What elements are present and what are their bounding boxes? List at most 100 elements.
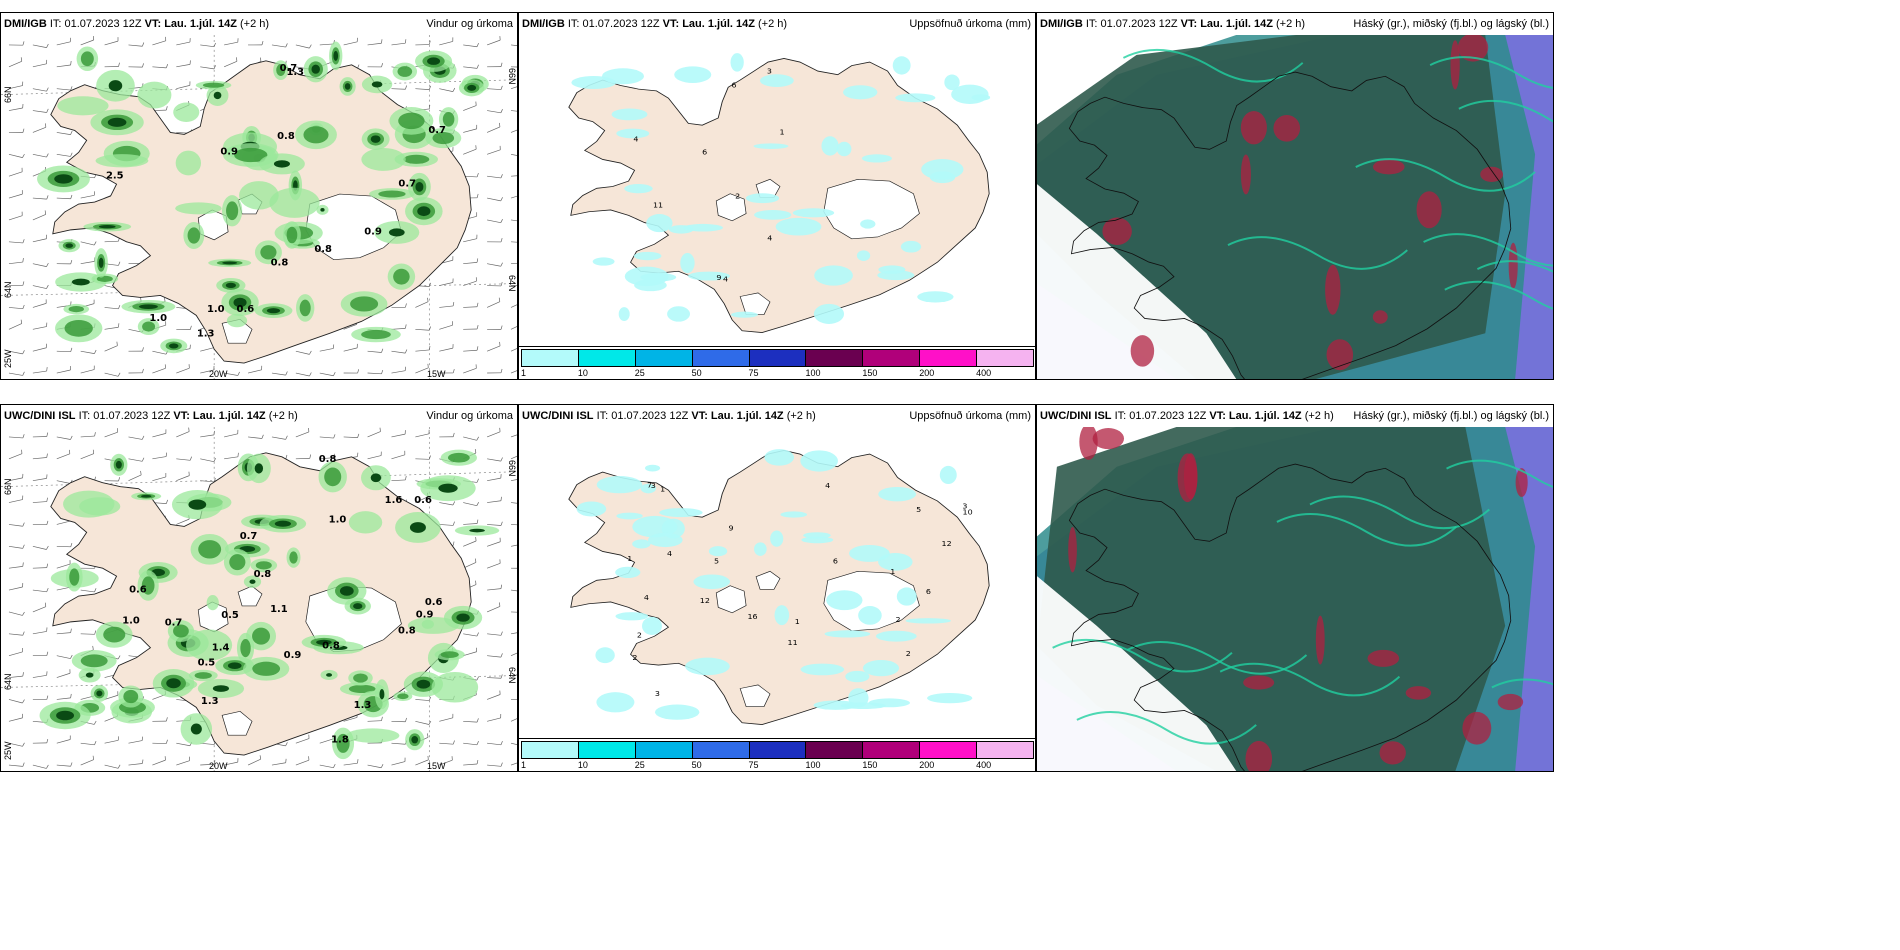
accum-value-label: 3 [767,67,772,76]
precip-value-label: 0.8 [254,569,272,580]
accum-value-label: 4 [723,275,728,284]
lead-time: (+2 h) [786,410,816,422]
map-cloud-cover [1037,35,1553,379]
panel-header: UWC/DINI ISL IT: 01.07.2023 12Z VT: Lau.… [1,405,517,427]
glacier [739,684,771,707]
lat-label-64n-right: 64N [507,275,517,292]
mid-cloud-patch [1240,110,1267,145]
panel-title: Háský (gr.), miðský (fj.bl.) og lágský (… [1353,18,1549,30]
lead-time: (+2 h) [240,18,270,30]
panel-dmi-accum: DMI/IGB IT: 01.07.2023 12Z VT: Lau. 1.jú… [518,12,1036,380]
lead-time: (+2 h) [268,410,298,422]
accum-value-label: 10 [963,508,973,517]
mid-cloud-patch [1462,711,1492,745]
precip-value-label: 1.1 [270,604,288,615]
colorbar: 1 10 25 50 75 100 150 200 400 [519,738,1035,771]
mid-cloud-patch [1245,740,1273,771]
panel-title: Háský (gr.), miðský (fj.bl.) og lágský (… [1353,410,1549,422]
lat-label-66n: 66N [3,478,13,495]
accum-value-label: 6 [702,148,707,157]
lon-label-15w: 15W [427,369,446,379]
accum-value-label: 1 [627,554,632,563]
precip-value-label: 0.7 [280,63,298,74]
precip-value-label: 0.8 [398,626,416,637]
panel-dmi-wind: DMI/IGB IT: 01.07.2023 12Z VT: Lau. 1.jú… [0,12,518,380]
precip-value-label: 0.5 [221,610,239,621]
panel-title: Uppsöfnuð úrkoma (mm) [909,18,1031,30]
lat-label-66n-right: 66N [507,460,517,477]
valid-time: VT: Lau. 1.júl. 14Z [173,410,266,422]
panel-header: UWC/DINI ISL IT: 01.07.2023 12Z VT: Lau.… [519,405,1035,427]
accum-areas [576,449,973,720]
precip-areas [39,449,500,760]
precip-value-label: 1.0 [149,313,167,324]
panel-uwc-accum: UWC/DINI ISL IT: 01.07.2023 12Z VT: Lau.… [518,404,1036,772]
precip-value-label: 1.3 [286,67,304,78]
lat-label-25w: 25W [3,349,13,368]
colorbar-swatch [976,349,1035,367]
colorbar-tick: 75 [748,368,759,378]
precip-value-label: 0.8 [322,641,340,652]
precip-value-label: 0.8 [277,131,295,142]
map-cloud-cover [1037,427,1553,771]
colorbar-tick: 100 [805,760,821,770]
precip-value-labels: 0.60.81.30.70.80.80.90.90.71.00.71.32.51… [106,63,446,340]
accum-value-label: 9 [729,524,734,533]
cloud-contour [1355,158,1536,192]
accum-value-label: 4 [825,482,830,491]
accum-value-label: 1 [890,567,895,576]
colorbar-swatch [805,349,864,367]
precip-value-label: 0.6 [237,304,255,315]
accum-value-label: 6 [833,557,838,566]
mid-cloud-patch [1068,527,1077,573]
colorbar-tick: 1 [521,368,527,378]
colorbar-swatch [577,741,636,759]
mid-cloud-patch [1379,741,1406,765]
lat-label-64n: 64N [3,281,13,298]
init-time: IT: 01.07.2023 12Z [1085,18,1178,30]
cloud-contour [1476,260,1553,273]
colorbar-tick: 200 [919,760,935,770]
precip-value-label: 1.6 [385,495,403,506]
glacier [221,710,253,736]
accum-value-label: 9 [716,273,721,282]
mid-cloud-patch [1497,693,1524,711]
accum-value-label: 2 [632,653,637,662]
accum-value-label: 1 [795,617,800,626]
lat-label-66n: 66N [3,86,13,103]
precip-areas [37,41,489,354]
precip-value-label: 2.5 [106,171,124,182]
precip-value-label: 1.3 [201,696,219,707]
mid-cloud-patch [1457,35,1489,62]
precip-value-label: 0.8 [319,454,337,465]
cloud-contour [1219,662,1401,697]
glacier [755,570,781,590]
accum-value-label: 11 [788,638,798,647]
mid-cloud-patch [1372,310,1388,324]
valid-time: VT: Lau. 1.júl. 14Z [1209,410,1302,422]
init-time: IT: 01.07.2023 12Z [78,410,171,422]
accum-value-label: 16 [747,612,757,621]
precip-value-label: 0.9 [284,650,302,661]
colorbar-tick: 10 [577,760,588,770]
mid-cloud-patch [1405,686,1432,700]
colorbar-swatch [919,349,978,367]
precip-value-label: 0.6 [129,584,147,595]
accum-value-label: 11 [653,201,663,210]
lead-time: (+2 h) [1276,18,1306,30]
cloud-contour [1444,280,1553,310]
colorbar-swatch [691,741,750,759]
colorbar-tick: 50 [691,760,702,770]
precip-value-label: 1.8 [331,734,349,745]
precip-value-label: 0.7 [398,178,416,189]
colorbar: 1 10 25 50 75 100 150 200 400 [519,346,1035,379]
lon-label-15w: 15W [427,761,446,771]
mid-cloud-patch [1515,468,1528,497]
valid-time: VT: Lau. 1.júl. 14Z [662,18,755,30]
cloud-contour [1458,99,1553,123]
accum-value-label: 3 [655,689,660,698]
accum-value-label: 2 [637,631,642,640]
colorbar-swatch [577,349,636,367]
colorbar-swatch [634,741,693,759]
